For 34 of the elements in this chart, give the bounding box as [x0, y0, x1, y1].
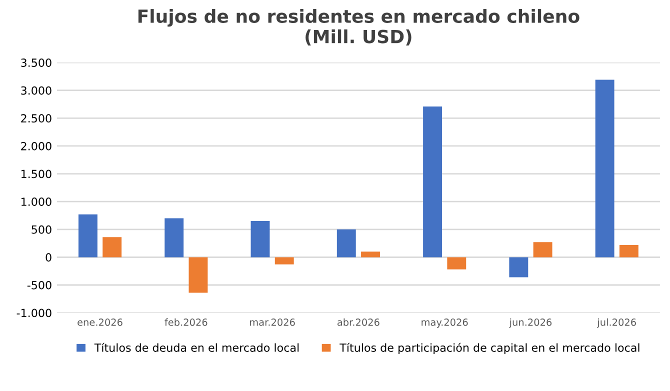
x-tick-label: may.2026 — [422, 318, 468, 328]
y-tick-label: 2.500 — [21, 114, 52, 123]
bar — [423, 106, 442, 258]
bar — [102, 237, 122, 258]
bar — [188, 257, 208, 293]
y-tick-label: 1.500 — [22, 170, 52, 178]
bar — [447, 257, 466, 270]
bar — [533, 242, 552, 258]
bar — [595, 80, 614, 258]
y-tick-label: 3.500 — [21, 58, 52, 67]
bar — [336, 229, 356, 258]
bar — [619, 244, 638, 258]
bar — [164, 218, 184, 258]
x-tick-label: jul.2026 — [597, 318, 636, 328]
y-tick-label: 3.000 — [21, 86, 52, 95]
x-tick-label: ene.2026 — [78, 318, 122, 326]
y-tick-label: 1.000 — [22, 198, 52, 206]
x-tick-label: abr.2026 — [337, 318, 380, 326]
bar — [509, 257, 528, 278]
x-tick-label: mar.2026 — [250, 318, 295, 326]
bar — [78, 214, 98, 258]
y-tick-label: 500 — [32, 225, 52, 234]
legend-label: Títulos de deuda en el mercado local — [94, 342, 299, 352]
y-tick-label: -1.000 — [16, 308, 52, 318]
x-tick-label: feb.2026 — [164, 318, 208, 326]
legend-label: Títulos de participación de capital en el mercado local — [340, 342, 640, 354]
y-tick-label: 0 — [46, 253, 52, 262]
chart-title: Flujos de no residentes en mercado chileno (Mill. USD) — [138, 9, 580, 46]
bar — [274, 257, 294, 264]
x-tick-label: jun.2026 — [509, 318, 552, 328]
y-tick-label: 2.000 — [21, 142, 52, 150]
bar — [250, 221, 270, 258]
y-tick-label: -500 — [27, 280, 52, 290]
bar — [361, 252, 380, 258]
